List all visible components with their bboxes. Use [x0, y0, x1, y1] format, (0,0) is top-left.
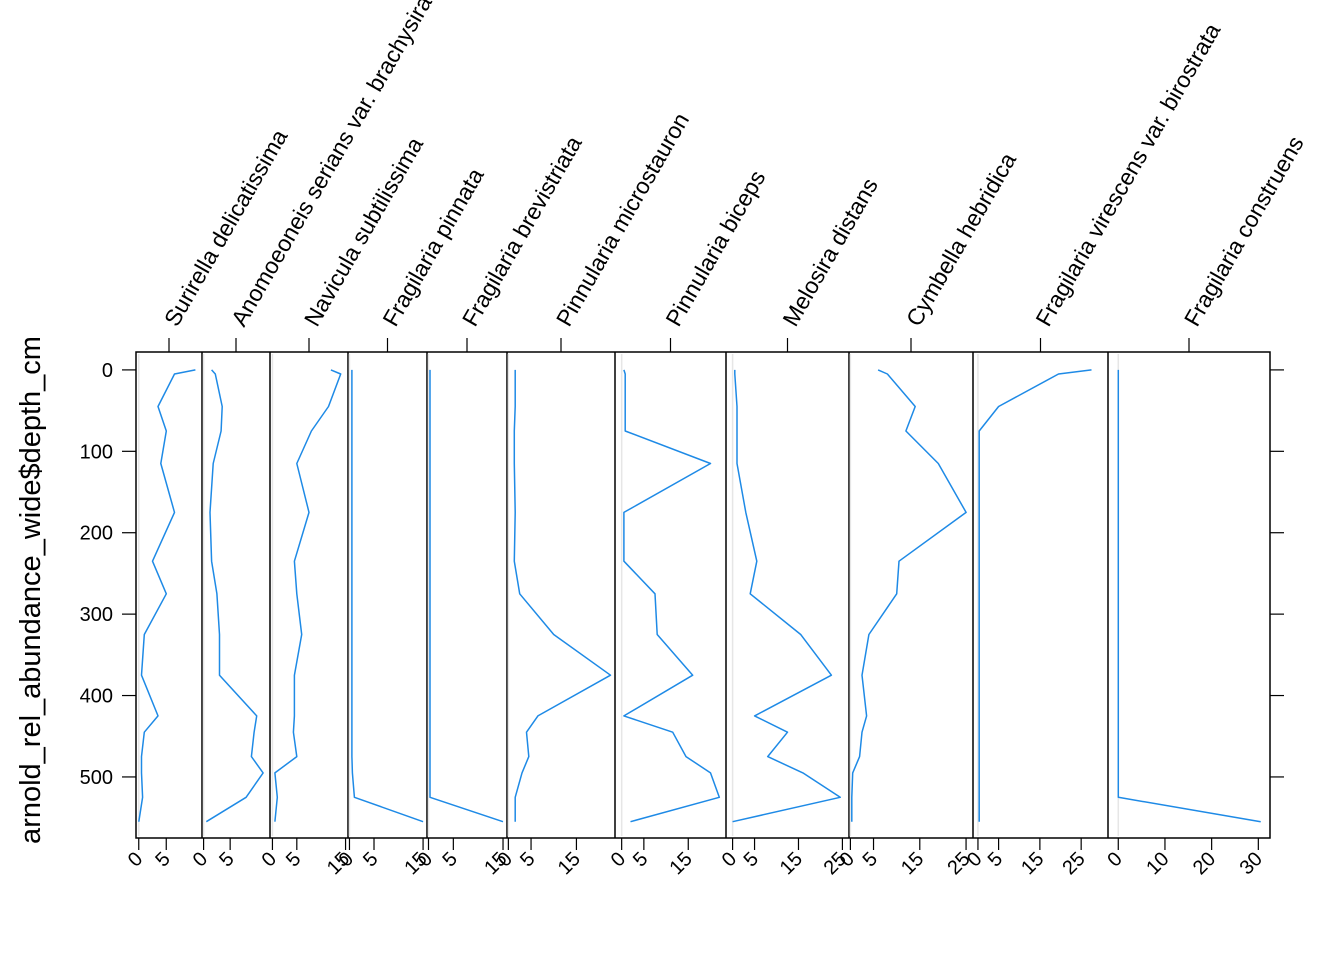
y-tick-label: 100: [80, 441, 113, 463]
series-line: [274, 369, 342, 822]
x-tick-label: 15: [897, 848, 928, 879]
series-line: [205, 369, 264, 823]
x-tick-label: 0: [124, 848, 147, 871]
series-line: [978, 369, 1092, 822]
x-tick-label: 30: [1236, 848, 1267, 879]
x-tick-label: 5: [629, 848, 652, 871]
x-tick-label: 5: [438, 848, 461, 871]
y-tick-label: 0: [102, 360, 113, 382]
series-line: [1117, 369, 1261, 823]
x-tick-label: 0: [189, 848, 212, 871]
panel-title: Pinnularia biceps: [660, 166, 770, 331]
series-line: [138, 369, 196, 822]
x-tick-label: 5: [151, 848, 174, 871]
panel-title: Fragilaria virescens var. birostrata: [1030, 18, 1225, 330]
series-line: [732, 369, 841, 823]
x-tick-label: 5: [859, 848, 882, 871]
panel-title: Melosira distans: [777, 174, 883, 331]
y-tick-label: 200: [80, 523, 113, 545]
x-tick-label: 0: [607, 848, 630, 871]
panel-title: Surirella delicatissima: [159, 125, 293, 331]
y-tick-label: 300: [80, 604, 113, 626]
series-line: [623, 369, 721, 823]
x-tick-label: 5: [740, 848, 763, 871]
x-tick-label: 5: [282, 848, 305, 871]
series-line: [351, 369, 424, 823]
x-tick-label: 0: [1103, 848, 1126, 871]
x-tick-label: 20: [1189, 848, 1220, 879]
series-line: [851, 369, 967, 822]
x-tick-label: 5: [359, 848, 382, 871]
x-tick-label: 5: [215, 848, 238, 871]
panel-title: Fragilaria construens: [1179, 132, 1309, 331]
x-tick-label: 10: [1142, 848, 1173, 879]
panel-title: Cymbella hebridica: [901, 148, 1021, 331]
x-tick-label: 0: [718, 848, 741, 871]
x-tick-label: 25: [1058, 848, 1089, 879]
x-tick-label: 15: [776, 848, 807, 879]
x-tick-label: 15: [666, 848, 697, 879]
y-tick-label: 500: [80, 767, 113, 789]
x-tick-label: 0: [258, 848, 281, 871]
y-tick-label: 400: [80, 686, 113, 708]
plot-frame: [135, 351, 1271, 839]
x-tick-label: 5: [984, 848, 1007, 871]
series-line: [429, 369, 504, 823]
x-tick-label: 15: [554, 848, 585, 879]
y-axis-title: arnold_rel_abundance_wide$depth_cm: [15, 336, 47, 844]
x-tick-label: 5: [516, 848, 539, 871]
series-line: [513, 369, 612, 822]
x-tick-label: 15: [1017, 848, 1048, 879]
